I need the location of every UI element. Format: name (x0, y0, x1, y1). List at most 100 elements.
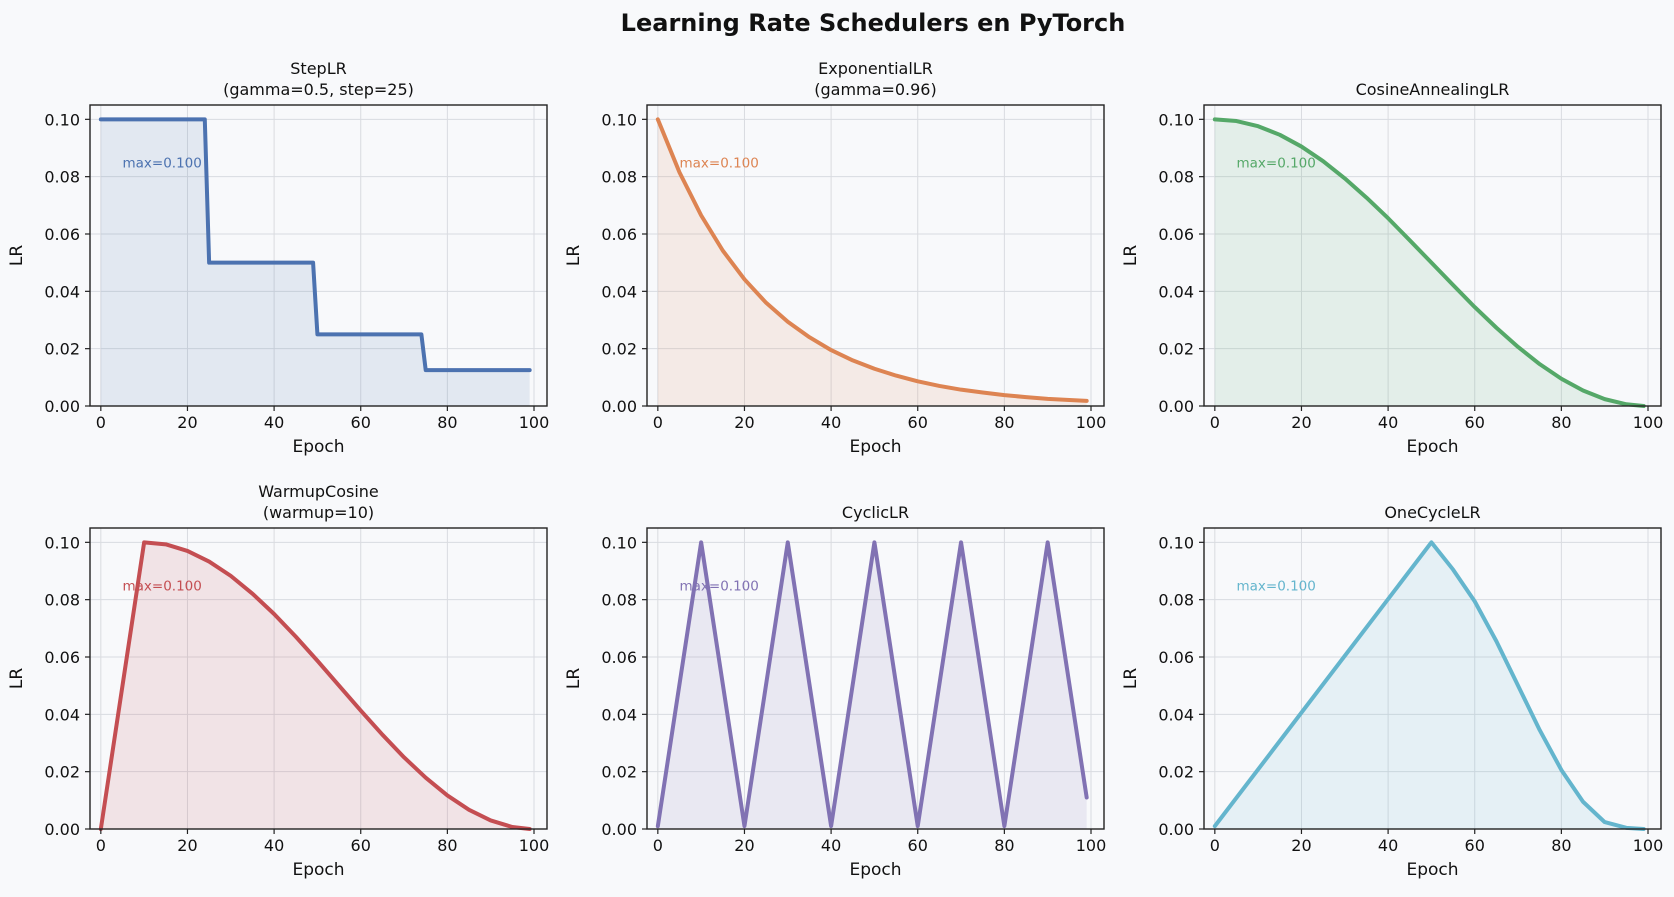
x-tick-label: 60 (908, 413, 928, 432)
plot-area (90, 528, 547, 829)
y-tick-label: 0.04 (44, 705, 80, 724)
y-tick-label: 0.04 (601, 282, 637, 301)
y-axis-label: LR (7, 245, 27, 266)
x-axis-label: Epoch (292, 860, 344, 880)
series-fill-warmupcosine (100, 542, 530, 829)
x-axis-label: Epoch (292, 437, 344, 457)
y-tick-label: 0.00 (601, 397, 637, 416)
x-tick-label: 0 (653, 836, 663, 855)
y-tick-label: 0.06 (1158, 225, 1194, 244)
subplot-title: StepLR (290, 59, 346, 78)
panel-steplr: max=0.100 0 20 40 60 80 100 0.00 0.02 0.04 0.06 0.0… (7, 59, 549, 457)
x-tick-label: 40 (1378, 836, 1398, 855)
y-tick-label: 0.00 (1158, 397, 1194, 416)
plot-area (1204, 105, 1661, 406)
x-tick-label: 20 (734, 836, 754, 855)
x-tick-label: 100 (519, 836, 550, 855)
panel-cosineannealinglr: max=0.100 0 20 40 60 80 100 0.00 0.02 0.04 0.06 0.0… (1121, 80, 1663, 457)
x-tick-label: 60 (351, 413, 371, 432)
axes-frame (1203, 527, 1662, 830)
y-tick-label: 0.06 (44, 648, 80, 667)
x-tick-label: 80 (437, 836, 457, 855)
subplot-grid: max=0.100 0 20 40 60 80 100 0.00 0.02 0.04 0.06 0.0… (7, 59, 1663, 880)
x-tick-label: 40 (821, 413, 841, 432)
x-tick-label: 100 (1633, 836, 1664, 855)
y-tick-label: 0.08 (601, 591, 637, 610)
plot-area (647, 105, 1104, 406)
max-annotation: max=0.100 (122, 155, 201, 171)
y-tick-label: 0.06 (1158, 648, 1194, 667)
axes-frame (89, 104, 548, 407)
figure-title: Learning Rate Schedulers en PyTorch (621, 9, 1126, 37)
max-annotation: max=0.100 (679, 155, 758, 171)
y-axis-label: LR (1121, 668, 1141, 689)
subplot-subtitle: (gamma=0.5, step=25) (223, 80, 414, 99)
series-fill-steplr (100, 119, 530, 406)
y-tick-label: 0.04 (1158, 705, 1194, 724)
subplot-title: OneCycleLR (1384, 503, 1480, 522)
x-tick-label: 0 (1210, 836, 1220, 855)
x-tick-label: 0 (653, 413, 663, 432)
y-tick-label: 0.10 (1158, 110, 1194, 129)
y-tick-label: 0.08 (1158, 591, 1194, 610)
series-line-cycliclr (655, 540, 1089, 829)
x-tick-label: 20 (1291, 836, 1311, 855)
x-tick-label: 80 (437, 413, 457, 432)
y-tick-label: 0.02 (44, 763, 80, 782)
series-line-onecyclelr (1212, 540, 1646, 831)
y-tick-label: 0.00 (601, 820, 637, 839)
series-line-steplr (98, 117, 532, 373)
x-tick-label: 80 (994, 413, 1014, 432)
subplot-subtitle: (warmup=10) (263, 503, 374, 522)
y-tick-label: 0.10 (44, 110, 80, 129)
series-fill-exponentiallr (657, 119, 1087, 406)
x-tick-label: 80 (1551, 413, 1571, 432)
x-tick-label: 40 (264, 836, 284, 855)
subplot-title: ExponentialLR (818, 59, 933, 78)
series-fill-onecyclelr (1214, 542, 1644, 829)
x-tick-label: 40 (1378, 413, 1398, 432)
x-tick-label: 0 (96, 836, 106, 855)
y-tick-label: 0.08 (601, 168, 637, 187)
x-tick-label: 100 (1076, 413, 1107, 432)
x-tick-label: 80 (994, 836, 1014, 855)
x-tick-label: 60 (908, 836, 928, 855)
panel-onecyclelr: max=0.100 0 20 40 60 80 100 0.00 0.02 0.04 0.06 0.0… (1121, 503, 1663, 880)
y-tick-label: 0.04 (44, 282, 80, 301)
y-tick-label: 0.10 (44, 533, 80, 552)
subplot-title: WarmupCosine (258, 482, 379, 501)
x-tick-label: 0 (1210, 413, 1220, 432)
x-tick-label: 100 (1076, 836, 1107, 855)
x-tick-label: 0 (96, 413, 106, 432)
x-tick-label: 20 (177, 413, 197, 432)
y-tick-label: 0.06 (601, 648, 637, 667)
max-annotation: max=0.100 (122, 578, 201, 594)
x-tick-label: 60 (1465, 836, 1485, 855)
plot-area (90, 105, 547, 406)
y-tick-label: 0.08 (44, 168, 80, 187)
subplot-subtitle: (gamma=0.96) (814, 80, 936, 99)
x-tick-label: 20 (177, 836, 197, 855)
y-tick-label: 0.06 (601, 225, 637, 244)
panel-exponentiallr: max=0.100 0 20 40 60 80 100 0.00 0.02 0.04 0.06 0.0… (564, 59, 1106, 457)
series-line-warmupcosine (98, 540, 532, 831)
max-annotation: max=0.100 (679, 578, 758, 594)
y-tick-label: 0.02 (44, 340, 80, 359)
y-tick-label: 0.00 (44, 397, 80, 416)
panel-warmupcosine: max=0.100 0 20 40 60 80 100 0.00 0.02 0.04 0.06 0.0… (7, 482, 549, 880)
y-tick-label: 0.04 (1158, 282, 1194, 301)
x-tick-label: 60 (351, 836, 371, 855)
x-tick-label: 40 (264, 413, 284, 432)
y-tick-label: 0.06 (44, 225, 80, 244)
x-tick-label: 60 (1465, 413, 1485, 432)
y-axis-label: LR (564, 668, 584, 689)
x-axis-label: Epoch (1406, 437, 1458, 457)
y-tick-label: 0.02 (1158, 763, 1194, 782)
max-annotation: max=0.100 (1236, 578, 1315, 594)
y-tick-label: 0.02 (1158, 340, 1194, 359)
y-tick-label: 0.10 (601, 533, 637, 552)
y-tick-label: 0.08 (1158, 168, 1194, 187)
x-axis-label: Epoch (849, 437, 901, 457)
subplot-title: CyclicLR (842, 503, 909, 522)
y-axis-label: LR (1121, 245, 1141, 266)
